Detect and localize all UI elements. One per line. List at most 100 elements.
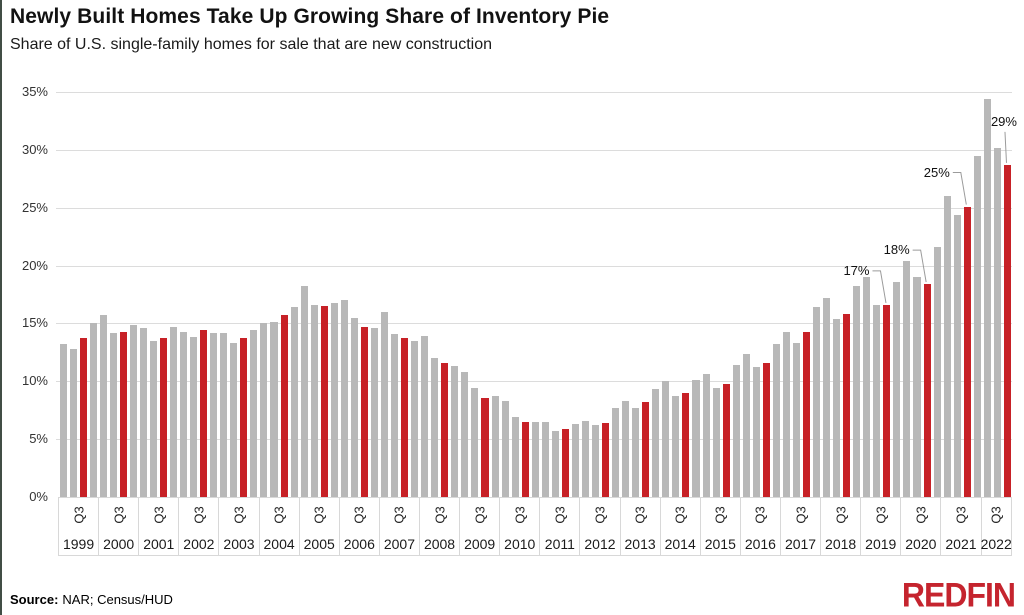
bar-2021-Q1	[943, 196, 951, 497]
y-tick-label-15pct: 15%	[21, 315, 48, 331]
x-axis-group-2009: Q3 2009	[459, 498, 499, 555]
x-axis-group-2021: Q3 2021	[940, 498, 980, 555]
bar-2017-Q2	[792, 343, 800, 497]
year-label-2015: 2015	[704, 536, 736, 552]
bar-2002-Q4	[210, 332, 218, 497]
bar-2008-Q2	[431, 358, 439, 497]
bar-2010-Q1	[501, 400, 509, 497]
bar-2005-Q2	[310, 304, 318, 497]
annotation-label-29pct: 29%	[990, 113, 1017, 129]
q3-tick-label-2012: Q3	[592, 506, 608, 524]
bar-1999-Q2	[69, 348, 77, 497]
y-tick-label-20pct: 20%	[21, 257, 48, 273]
year-label-1999: 1999	[62, 536, 95, 552]
bar-2008-Q1	[421, 336, 429, 497]
gridline-30	[56, 149, 1012, 151]
x-axis-group-2006: Q3 2006	[338, 498, 379, 555]
bar-2000-Q1	[99, 315, 107, 497]
bar-2007-Q1	[381, 311, 389, 497]
q3-tick-label-2000: Q3	[111, 506, 127, 524]
q3-tick-label-2018: Q3	[833, 506, 849, 524]
year-label-2017: 2017	[784, 536, 817, 552]
bar-2000-Q2	[109, 332, 117, 497]
bar-2003-Q3	[240, 338, 248, 497]
bar-2022-Q2	[993, 147, 1001, 497]
bar-2014-Q4	[692, 380, 700, 497]
x-axis-group-1999: Q3 1999	[58, 498, 98, 555]
bar-2010-Q2	[511, 417, 519, 497]
bar-2015-Q4	[732, 365, 740, 497]
bar-2009-Q4	[491, 396, 499, 497]
x-axis-group-2019: Q3 2019	[860, 498, 900, 555]
bar-2010-Q3	[521, 421, 529, 497]
bar-2004-Q4	[290, 307, 298, 497]
x-axis-group-2007: Q3 2007	[378, 498, 419, 555]
year-label-2004: 2004	[263, 536, 295, 552]
q3-tick-label-2022: Q3	[988, 506, 1004, 524]
bar-2003-Q2	[230, 343, 238, 497]
year-label-2022: 2022	[980, 536, 1012, 552]
source-label: Source:	[10, 592, 59, 607]
bar-2021-Q4	[973, 155, 981, 497]
bar-2009-Q3	[481, 397, 489, 497]
x-axis-group-2002: Q3 2002	[178, 498, 218, 555]
x-axis-group-2016: Q3 2016	[739, 498, 780, 555]
bar-2020-Q4	[933, 247, 941, 497]
q3-tick-label-2017: Q3	[793, 506, 809, 524]
x-axis-group-2000: Q3 2000	[98, 498, 138, 555]
bar-2006-Q3	[360, 326, 368, 497]
q3-tick-label-2001: Q3	[151, 506, 167, 524]
chart-subtitle: Share of U.S. single-family homes for sa…	[10, 36, 492, 53]
chart-title: Newly Built Homes Take Up Growing Share …	[10, 5, 610, 28]
bar-2005-Q3	[320, 306, 328, 497]
x-axis-group-2015: Q3 2015	[699, 498, 740, 555]
x-axis-group-2001: Q3 2001	[138, 498, 178, 555]
bar-2019-Q2	[873, 304, 881, 497]
bar-2014-Q1	[662, 381, 670, 497]
x-axis-group-2018: Q3 2018	[820, 498, 860, 555]
bar-2019-Q3	[883, 304, 891, 497]
bar-2000-Q3	[119, 331, 127, 497]
bar-2006-Q2	[350, 317, 358, 497]
bar-2015-Q1	[702, 374, 710, 497]
bar-2006-Q1	[340, 300, 348, 497]
bar-2011-Q1	[541, 421, 549, 497]
y-tick-label-25pct: 25%	[21, 199, 48, 215]
bar-1999-Q1	[59, 344, 67, 497]
bar-2013-Q2	[632, 407, 640, 497]
bar-2009-Q1	[461, 372, 469, 497]
bar-2019-Q1	[863, 277, 871, 497]
bar-2011-Q3	[561, 428, 569, 497]
year-label-2002: 2002	[183, 536, 215, 552]
bar-2004-Q2	[270, 322, 278, 497]
x-axis-group-2004: Q3 2004	[258, 498, 299, 555]
year-label-2011: 2011	[544, 536, 575, 552]
bar-2005-Q1	[300, 286, 308, 497]
bar-2022-Q1	[983, 98, 991, 497]
bar-2010-Q4	[531, 421, 539, 497]
bar-2017-Q4	[813, 307, 821, 497]
x-axis-group-2013: Q3 2013	[619, 498, 660, 555]
bar-2015-Q2	[712, 388, 720, 497]
bar-2009-Q2	[471, 388, 479, 497]
q3-tick-label-2006: Q3	[351, 506, 367, 524]
bar-1999-Q3	[79, 338, 87, 497]
q3-tick-label-2015: Q3	[712, 506, 728, 524]
q3-tick-label-2009: Q3	[472, 506, 488, 524]
bar-2018-Q3	[843, 314, 851, 497]
year-label-2012: 2012	[584, 536, 616, 552]
year-label-2018: 2018	[825, 536, 857, 552]
bar-2016-Q3	[762, 362, 770, 497]
gridline-35	[56, 92, 1012, 93]
bar-2001-Q1	[139, 328, 147, 497]
x-axis-group-2022: Q3 2022	[980, 498, 1012, 555]
bar-2008-Q4	[451, 366, 459, 497]
year-label-2001: 2001	[143, 536, 175, 552]
source-note: Source: NAR; Census/HUD	[10, 592, 173, 607]
gridline-10	[56, 381, 1012, 383]
y-tick-label-0pct: 0%	[29, 489, 48, 504]
bar-2003-Q1	[220, 332, 228, 497]
year-label-2008: 2008	[423, 536, 456, 552]
bar-2012-Q1	[581, 420, 589, 497]
gridline-20	[56, 265, 1012, 267]
